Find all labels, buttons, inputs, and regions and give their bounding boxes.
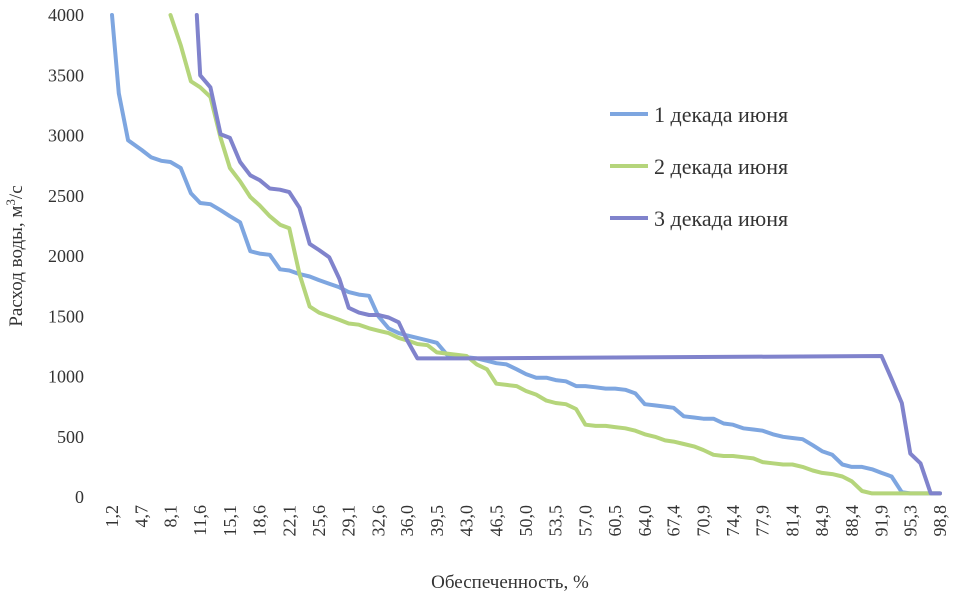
x-tick-label: 22,1 <box>279 505 299 537</box>
x-tick-label: 4,7 <box>132 505 152 528</box>
legend-label-series-1: 1 декада июня <box>654 102 788 127</box>
legend-label-series-3: 3 декада июня <box>654 206 788 231</box>
x-tick-label: 84,9 <box>812 505 832 537</box>
x-tick-label: 60,5 <box>605 505 625 537</box>
y-tick-label: 2000 <box>48 246 84 266</box>
legend: 1 декада июня 2 декада июня 3 декада июн… <box>610 102 788 231</box>
y-tick-label: 500 <box>57 427 84 447</box>
y-tick-label: 1500 <box>48 306 84 326</box>
y-tick-label: 3000 <box>48 126 84 146</box>
series-lines <box>110 13 942 496</box>
y-axis-title-superscript: 3 <box>3 199 18 206</box>
y-axis-title: Расход воды, м3/с <box>3 185 27 326</box>
x-tick-label: 81,4 <box>782 505 802 537</box>
x-tick-label: 95,3 <box>900 505 920 537</box>
y-tick-label: 4000 <box>48 5 84 25</box>
x-tick-label: 74,4 <box>723 505 743 537</box>
x-tick-label: 77,9 <box>753 505 773 537</box>
series-line-2 <box>168 13 942 496</box>
y-tick-label: 1000 <box>48 367 84 387</box>
x-tick-label: 1,2 <box>102 505 122 528</box>
x-tick-label: 25,6 <box>309 505 329 537</box>
x-tick-label: 70,9 <box>693 505 713 537</box>
y-tick-label: 0 <box>75 487 84 507</box>
legend-label-series-2: 2 декада июня <box>654 154 788 179</box>
x-tick-label: 29,1 <box>339 505 359 537</box>
x-tick-label: 11,6 <box>190 505 210 536</box>
series-line-1 <box>110 13 942 496</box>
x-tick-label: 88,4 <box>842 505 862 537</box>
x-tick-label: 67,4 <box>664 505 684 537</box>
series-line-3 <box>194 13 942 496</box>
x-tick-label: 36,0 <box>397 505 417 537</box>
x-axis-title: Обеспеченность, % <box>431 572 589 593</box>
x-tick-label: 43,0 <box>457 505 477 537</box>
x-tick-label: 53,5 <box>546 505 566 537</box>
x-tick-label: 32,6 <box>368 505 388 537</box>
x-tick-label: 46,5 <box>486 505 506 537</box>
x-tick-label: 98,8 <box>930 505 950 537</box>
y-axis-title-tail: /с <box>6 185 27 199</box>
x-tick-label: 57,0 <box>575 505 595 537</box>
y-tick-label: 2500 <box>48 186 84 206</box>
y-tick-label: 3500 <box>48 65 84 85</box>
x-tick-label: 50,0 <box>516 505 536 537</box>
x-tick-label: 39,5 <box>427 505 447 537</box>
y-axis-ticks: 0 500 1000 1500 2000 2500 3000 3500 4000 <box>48 5 84 507</box>
x-tick-label: 8,1 <box>161 505 181 528</box>
x-tick-label: 64,0 <box>635 505 655 537</box>
x-tick-label: 91,9 <box>871 505 891 537</box>
y-axis-title-main: Расход воды, м <box>6 206 27 327</box>
x-tick-label: 18,6 <box>250 505 270 537</box>
x-axis-ticks: 1,2 4,7 8,1 11,6 15,1 18,6 22,1 25,6 29,1 32,6 36,… <box>102 505 950 537</box>
x-tick-label: 15,1 <box>220 505 240 537</box>
